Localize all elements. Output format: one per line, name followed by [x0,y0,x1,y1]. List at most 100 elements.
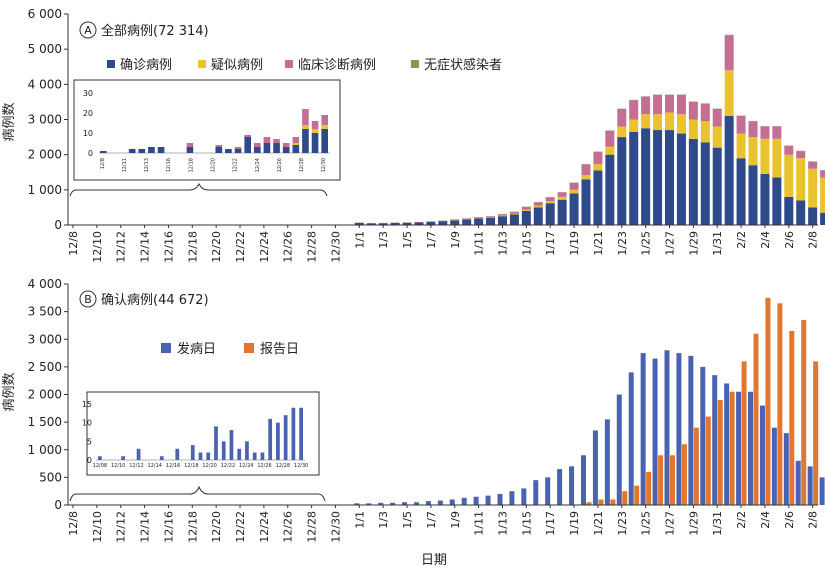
inset-b-bar [229,430,234,460]
x-tick-label: 1/7 [425,511,438,529]
panel-b: 病例数 0 500 1 000 1 500 2 000 2 500 3 000 3 500 4 … [2,277,825,568]
onset-bar [712,375,718,505]
confirmed-bar [736,158,746,225]
inset-a-confirmed-bar [311,133,319,153]
onset-bar [580,455,586,505]
inset-a-suspected-bar [302,125,309,129]
legend-suspected-label: 疑似病例 [211,57,263,73]
onset-bar [545,477,551,505]
x-tick-label: 2/8 [807,231,820,249]
inset-a-clinical-bar [321,115,328,125]
inset-a-confirmed-bar [128,149,136,153]
inset-a-confirmed-bar [100,151,107,153]
clinical-bar [736,115,746,134]
inset-a-x-label: 12/30 [321,158,327,172]
legend-confirmed-label: 确诊病例 [120,58,172,73]
x-tick-label: 2/4 [759,511,772,529]
x-tick-label: 12/12 [115,231,128,263]
report-bar [717,400,723,505]
x-tick-label: 1/15 [520,231,533,256]
x-tick-label: 1/23 [616,511,629,536]
onset-bar [569,466,575,505]
x-tick-label: 12/20 [210,511,223,543]
panel-a-inset: 0 10 20 30 12/8 12/11 12/13 12/16 12/18 12/20 12/2… [73,79,341,181]
suspected-bar [784,154,794,197]
clinical-bar [712,108,722,127]
inset-a-confirmed-bar [138,149,146,153]
y-tick-label: 1 000 [28,183,62,197]
suspected-bar [545,201,555,204]
clinical-bar [497,214,507,216]
onset-bar [521,488,527,505]
suspected-bar [724,70,734,116]
clinical-bar [784,145,794,155]
x-tick-label: 1/1 [353,231,366,249]
confirmed-bar [569,193,579,225]
panel-a: 病例数 0 1 000 2 000 3 000 4 000 5 000 6 000 A 全部… [2,7,825,263]
panel-a-brace [69,182,328,197]
report-bar [646,471,652,505]
x-tick-label: 2/6 [783,231,796,249]
confirmed-bar [653,130,663,225]
x-tick-label: 12/8 [67,511,80,536]
suspected-bar [688,119,698,139]
onset-bar [497,493,503,505]
suspected-bar [808,168,818,208]
suspected-bar [533,205,543,208]
x-tick-label: 1/13 [496,231,509,256]
onset-bar [700,366,706,505]
report-bar [634,485,640,505]
legend-onset-swatch [161,343,171,353]
y-tick-label: 3 000 [28,332,62,346]
onset-bar [390,502,396,505]
panel-a-y-axis: 0 1 000 2 000 3 000 4 000 5 000 6 000 [28,7,69,232]
inset-b-x-label: 12/10 [111,463,125,469]
confirmed-bar [366,223,376,225]
onset-bar [592,430,598,505]
onset-bar [604,419,610,505]
confirmed-bar [557,199,567,225]
onset-bar [557,469,563,505]
y-tick-label: 500 [39,470,62,484]
x-tick-label: 1/11 [473,511,486,536]
x-tick-label: 1/25 [640,511,653,536]
onset-bar [664,350,670,505]
panel-a-legend: 确诊病例 疑似病例 临床诊断病例 无症状感染者 [107,57,502,73]
clinical-bar [533,202,543,206]
onset-bar [616,394,622,505]
clinical-bar [605,130,615,147]
confirmed-bar [617,137,627,225]
onset-bar [807,466,813,505]
clinical-bar [665,94,674,113]
x-tick-label: 12/28 [306,231,319,263]
onset-bar [354,503,360,505]
clinical-bar [438,220,448,222]
report-bar [693,427,699,505]
y-tick-label: 2 000 [28,388,62,402]
confirmed-bar [509,214,519,225]
confirmed-bar [784,196,794,225]
y-tick-label: 4 000 [28,277,62,291]
legend-report-swatch [244,343,254,353]
inset-b-x-label: 12/24 [239,463,253,469]
onset-bar [676,353,682,505]
suspected-bar [772,138,782,178]
panel-b-marker-circle [79,290,97,308]
x-axis-title: 日期 [421,553,447,568]
suspected-bar [796,158,806,201]
onset-bar [748,391,754,505]
inset-b-bar [276,422,280,460]
panel-a-title: 全部病例(72 314) [101,23,209,39]
report-bar [789,330,795,505]
inset-a-x-label: 12/22 [233,158,239,172]
onset-bar [759,405,765,505]
clinical-bar [676,94,686,115]
inset-a-x-label: 12/8 [100,158,106,169]
y-tick-label: 0 [54,218,62,232]
confirmed-bar [426,221,436,225]
onset-bar [425,501,431,505]
confirmed-bar [593,170,603,225]
confirmed-bar [545,203,555,225]
panel-a-marker-circle [79,21,97,39]
inset-b-x-label: 12/08 [93,463,107,469]
